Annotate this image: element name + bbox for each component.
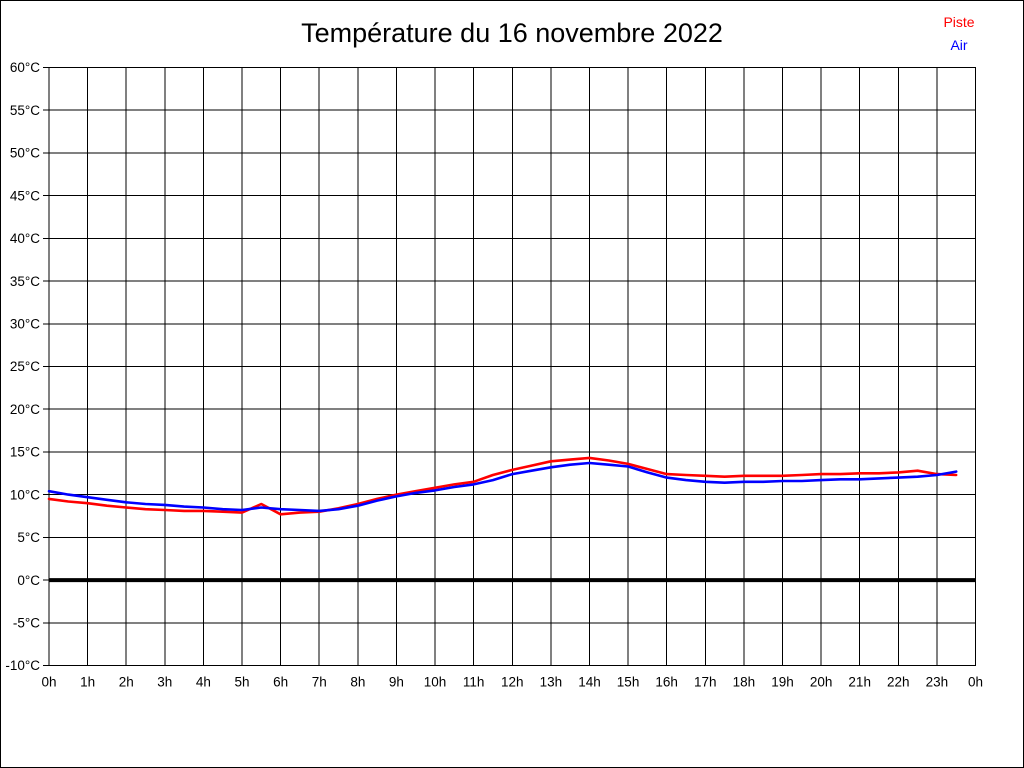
x-tick-label: 20h [810,675,833,690]
y-tick-label: 25°C [10,359,40,374]
y-tick-label: 20°C [10,402,40,417]
x-tick-label: 18h [733,675,756,690]
x-tick-label: 23h [926,675,949,690]
y-tick-label: 55°C [10,103,40,118]
y-tick-label: 15°C [10,445,40,460]
x-tick-label: 1h [80,675,95,690]
x-tick-label: 11h [463,675,485,690]
x-tick-label: 4h [196,675,211,690]
x-tick-label: 8h [350,675,365,690]
chart-legend: Piste Air [919,11,999,57]
series-line-air [47,461,958,513]
y-tick-label: 60°C [10,60,40,75]
y-tick-label: 30°C [10,317,40,332]
legend-item-piste: Piste [943,14,975,30]
x-tick-label: 5h [235,675,250,690]
y-tick-label: 10°C [10,487,40,502]
x-tick-label: 3h [157,675,172,690]
legend-item-air: Air [950,37,968,53]
y-tick-label: 50°C [10,146,40,161]
x-tick-label: 15h [617,675,640,690]
x-tick-label: 7h [312,675,327,690]
x-tick-label: 0h [41,675,56,690]
x-tick-label: 10h [424,675,447,690]
x-tick-label: 19h [771,675,794,690]
x-tick-label: 9h [389,675,404,690]
x-tick-label: 16h [655,675,678,690]
x-tick-label: 12h [501,675,524,690]
y-tick-label: 5°C [17,530,40,545]
x-tick-label: 21h [848,675,871,690]
y-tick-label: -10°C [5,658,40,673]
plot-border [48,66,977,667]
y-tick-label: 35°C [10,274,40,289]
chart-title: Température du 16 novembre 2022 [301,18,723,48]
y-tick-label: 0°C [17,573,40,588]
x-tick-label: 6h [273,675,288,690]
x-tick-label: 13h [540,675,563,690]
x-tick-label: 2h [119,675,134,690]
x-tick-label: 17h [694,675,717,690]
x-tick-label: 0h [968,675,983,690]
series-line-piste [47,456,958,516]
x-tick-label: 14h [578,675,601,690]
y-tick-label: -5°C [13,616,40,631]
y-tick-label: 45°C [10,188,40,203]
y-tick-label: 40°C [10,231,40,246]
x-tick-label: 22h [887,675,910,690]
